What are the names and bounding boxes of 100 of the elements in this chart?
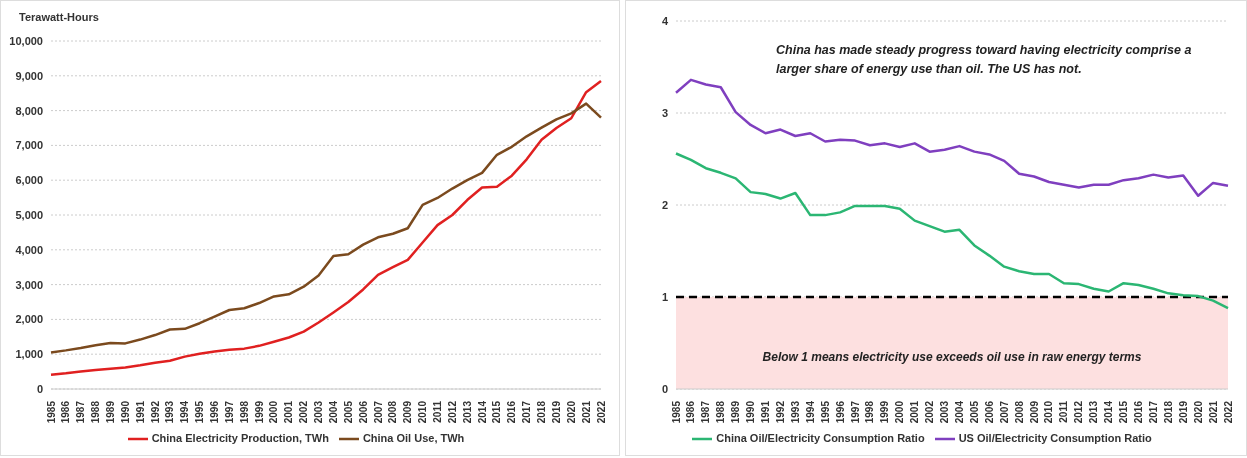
x-tick-label: 2018	[536, 400, 548, 424]
x-tick-label: 2003	[313, 400, 325, 424]
x-tick-label: 2009	[1028, 400, 1040, 424]
x-tick-label: 2008	[387, 400, 399, 424]
legend-label: China Electricity Production, TWh	[151, 431, 329, 444]
x-tick-label: 2015	[1118, 400, 1130, 424]
x-tick-label: 1985	[670, 400, 682, 424]
x-tick-label: 2021	[580, 400, 592, 424]
x-tick-label: 1990	[119, 400, 131, 424]
y-tick-label: 0	[661, 382, 668, 395]
x-tick-label: 1993	[789, 400, 801, 424]
line-series	[674, 152, 1230, 310]
x-tick-label: 2013	[461, 400, 473, 424]
x-tick-label: 2010	[417, 400, 429, 424]
y-tick-label: 7,000	[15, 139, 43, 152]
x-tick-label: 1989	[730, 400, 742, 424]
y-tick-label: 9,000	[15, 69, 43, 82]
y-axis-title: Terawatt-Hours	[19, 11, 99, 23]
x-tick-label: 1998	[864, 400, 876, 424]
x-tick-label: 2006	[983, 400, 995, 424]
x-tick-label: 1985	[45, 400, 57, 424]
x-tick-label: 1986	[685, 400, 697, 424]
legend-label: China Oil/Electricity Consumption Ratio	[716, 431, 925, 444]
x-tick-label: 2002	[924, 400, 936, 424]
legend-label: US Oil/Electricity Consumption Ratio	[958, 431, 1152, 444]
x-tick-label: 1992	[774, 400, 786, 424]
x-tick-label: 1999	[253, 400, 265, 424]
x-tick-label: 2005	[342, 400, 354, 424]
x-tick-label: 2019	[550, 400, 562, 424]
x-tick-label: 1989	[104, 400, 116, 424]
x-tick-label: 1992	[149, 400, 161, 424]
x-tick-label: 2018	[1162, 400, 1174, 424]
x-tick-label: 2016	[506, 400, 518, 424]
x-tick-label: 2006	[357, 400, 369, 424]
x-tick-label: 2022	[1222, 400, 1234, 424]
y-tick-label: 4,000	[15, 243, 43, 256]
x-tick-label: 2001	[909, 400, 921, 424]
legend-label: China Oil Use, TWh	[362, 431, 465, 444]
x-tick-label: 1986	[60, 400, 72, 424]
x-tick-label: 1994	[804, 400, 816, 424]
x-tick-label: 1991	[760, 400, 772, 424]
x-tick-label: 1996	[209, 400, 221, 424]
x-tick-label: 2014	[1103, 400, 1115, 424]
x-tick-label: 2022	[595, 400, 607, 424]
annotation: China has made steady progress toward having electricity comprise a larger share of energy use than oil. The US has not.	[776, 42, 1193, 78]
y-tick-label: 1,000	[15, 348, 43, 361]
x-tick-label: 1988	[90, 400, 102, 424]
x-tick-label: 1995	[194, 400, 206, 424]
x-tick-label: 2012	[446, 400, 458, 424]
x-tick-label: 2002	[298, 400, 310, 424]
x-tick-label: 2019	[1177, 400, 1189, 424]
x-tick-label: 2001	[283, 400, 295, 424]
x-tick-label: 2008	[1013, 400, 1025, 424]
band-label: Below 1 means electricity use exceeds oil use in raw energy terms	[762, 350, 1142, 365]
y-tick-label: 0	[36, 382, 43, 395]
x-tick-label: 2011	[431, 400, 443, 423]
x-tick-label: 1998	[238, 400, 250, 424]
line-series	[674, 78, 1230, 198]
x-tick-label: 2010	[1043, 400, 1055, 424]
y-tick-label: 3	[661, 106, 668, 119]
x-tick-label: 2012	[1073, 400, 1085, 424]
x-tick-label: 2017	[1147, 400, 1159, 424]
x-tick-label: 1987	[75, 400, 87, 424]
x-tick-label: 2009	[402, 400, 414, 424]
x-tick-label: 2005	[968, 400, 980, 424]
x-tick-label: 1987	[700, 400, 712, 424]
x-tick-label: 1993	[164, 400, 176, 424]
x-tick-label: 2011	[1058, 400, 1070, 423]
x-tick-label: 2017	[521, 400, 533, 424]
y-tick-label: 1	[661, 290, 668, 303]
x-tick-label: 2014	[476, 400, 488, 424]
x-tick-label: 2013	[1088, 400, 1100, 424]
x-tick-label: 1988	[715, 400, 727, 424]
x-tick-label: 2004	[327, 400, 339, 424]
y-tick-label: 2,000	[15, 313, 43, 326]
x-tick-label: 2020	[1192, 400, 1204, 424]
x-tick-label: 2004	[953, 400, 965, 424]
y-tick-label: 10,000	[9, 34, 43, 47]
y-tick-label: 8,000	[15, 104, 43, 117]
x-tick-label: 2000	[268, 400, 280, 424]
x-tick-label: 1995	[819, 400, 831, 424]
x-tick-label: 1996	[834, 400, 846, 424]
y-tick-label: 3,000	[15, 278, 43, 291]
x-tick-label: 1994	[179, 400, 191, 424]
x-tick-label: 2000	[894, 400, 906, 424]
x-tick-label: 2021	[1207, 400, 1219, 424]
x-tick-label: 2007	[372, 400, 384, 424]
x-tick-label: 1991	[134, 400, 146, 424]
x-tick-label: 2015	[491, 400, 503, 424]
x-tick-label: 2007	[998, 400, 1010, 424]
x-tick-label: 1997	[849, 400, 861, 424]
x-tick-label: 2003	[939, 400, 951, 424]
x-tick-label: 2020	[565, 400, 577, 424]
x-tick-label: 2016	[1132, 400, 1144, 424]
line-series	[49, 79, 603, 376]
line-series	[49, 102, 603, 354]
x-tick-label: 1997	[223, 400, 235, 424]
x-tick-label: 1999	[879, 400, 891, 424]
y-tick-label: 5,000	[15, 208, 43, 221]
y-tick-label: 4	[661, 14, 669, 27]
